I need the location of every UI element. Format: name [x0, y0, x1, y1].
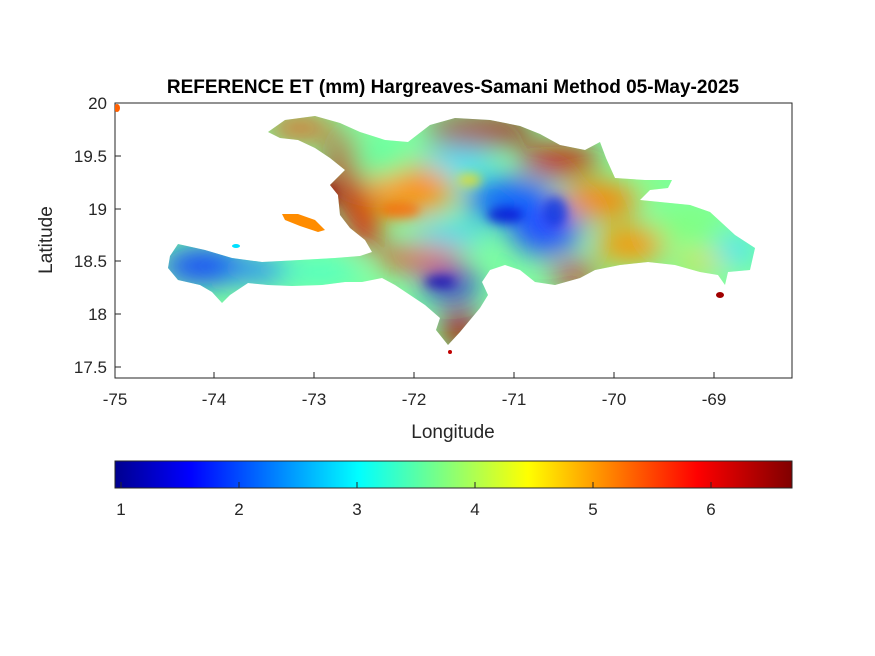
colorbar-tick-label: 6 [706, 500, 715, 519]
x-tick-label: -73 [302, 390, 327, 409]
x-tick-label: -70 [602, 390, 627, 409]
x-tick-label: -72 [402, 390, 427, 409]
x-axis-label: Longitude [411, 422, 494, 443]
saona-islet [716, 292, 724, 298]
y-tick-label: 19 [88, 200, 107, 219]
y-tick-label: 17.5 [74, 358, 107, 377]
colorbar-tick-label: 5 [588, 500, 597, 519]
x-axis: -75 -74 -73 -72 -71 -70 -69 [103, 372, 727, 409]
x-tick-label: -71 [502, 390, 527, 409]
y-tick-label: 19.5 [74, 147, 107, 166]
colorbar-tick-label: 3 [352, 500, 361, 519]
colorbar-tick-label: 4 [470, 500, 479, 519]
colorbar-tick-label: 1 [116, 500, 125, 519]
colorbar [114, 460, 793, 489]
colorbar-tick-label: 2 [234, 500, 243, 519]
cayemites-islet [232, 244, 240, 248]
y-tick-label: 18.5 [74, 252, 107, 271]
y-axis: 17.5 18 18.5 19 19.5 20 [74, 94, 121, 377]
et-color-field [168, 118, 755, 345]
x-tick-label: -69 [702, 390, 727, 409]
et-map-layer [115, 104, 755, 354]
x-tick-label: -74 [202, 390, 227, 409]
gonave-island [282, 214, 325, 232]
colorbar-ticks: 1 2 3 4 5 6 [116, 482, 716, 519]
beata-islet [448, 350, 452, 354]
map-title: REFERENCE ET (mm) Hargreaves-Samani Meth… [167, 77, 740, 98]
x-tick-label: -75 [103, 390, 128, 409]
y-axis-label: Latitude [36, 206, 57, 274]
corner-islet [115, 104, 120, 112]
y-tick-label: 20 [88, 94, 107, 113]
y-tick-label: 18 [88, 305, 107, 324]
